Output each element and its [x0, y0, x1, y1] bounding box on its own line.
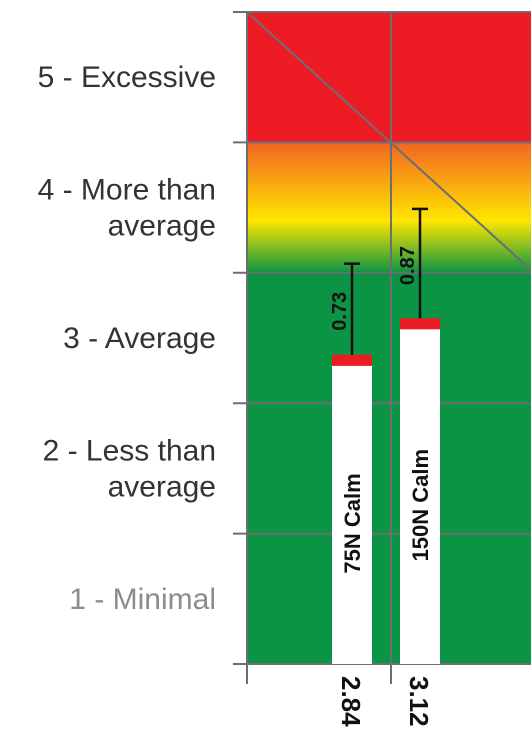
- bars: 0.73 75N Calm 0.87 150N Calm: [329, 207, 440, 664]
- value-label-1: 2.84: [336, 676, 366, 727]
- bar-cap-2: [400, 318, 440, 330]
- diagonal-line: [247, 12, 531, 271]
- bar-label-2: 150N Calm: [408, 449, 433, 562]
- grid: [233, 11, 531, 684]
- bar-1: [332, 358, 372, 664]
- y-label-level-1: 1 - Minimal: [69, 583, 216, 616]
- value-label-2: 3.12: [404, 676, 434, 727]
- zone-level-2: [247, 142, 531, 273]
- zone-level-1: [247, 272, 531, 664]
- y-label-level-5: 5 - Excessive: [38, 61, 216, 94]
- error-label-2: 0.87: [397, 246, 419, 285]
- y-label-level-4: 4 - More than: [38, 174, 216, 207]
- error-label-1: 0.73: [329, 292, 351, 331]
- rating-zones: [247, 12, 531, 664]
- bar-2: [400, 322, 440, 664]
- bar-label-1: 75N Calm: [340, 473, 365, 573]
- y-label-level-3: 3 - Average: [63, 322, 216, 355]
- zone-level-3: [247, 12, 531, 143]
- y-label-level-2: 2 - Less than: [43, 434, 216, 467]
- value-labels: 2.84 3.12: [336, 676, 434, 727]
- y-label-level-4: average: [108, 210, 216, 243]
- y-label-level-2: average: [108, 470, 216, 503]
- bar-cap-1: [332, 354, 372, 366]
